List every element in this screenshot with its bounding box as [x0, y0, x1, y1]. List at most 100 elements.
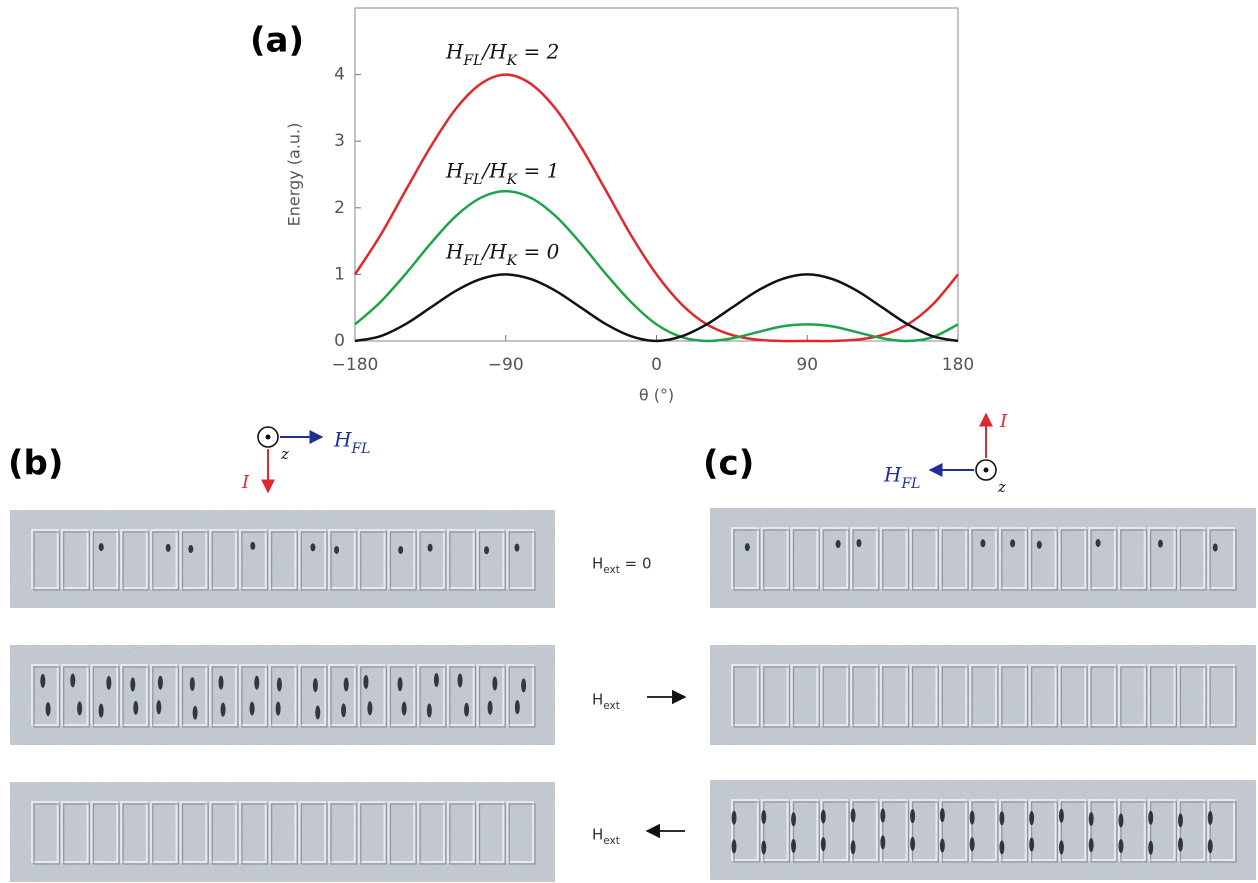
micro-element [1207, 664, 1236, 726]
micro-element-shadow [1031, 666, 1059, 728]
domain-spot [484, 546, 490, 555]
micro-element [731, 527, 759, 589]
micro-element [1147, 664, 1176, 726]
domain-spot [761, 840, 767, 855]
micro-element [760, 527, 789, 589]
micro-element-shadow [241, 803, 269, 865]
domain-spot [492, 676, 498, 691]
micro-element-shadow [152, 666, 180, 728]
micro-element-shadow [1090, 801, 1118, 863]
domain-spot [157, 675, 163, 690]
micro-element [476, 529, 505, 589]
micro-element-shadow [508, 531, 536, 591]
micro-element [90, 801, 119, 863]
domain-spot [1118, 813, 1124, 828]
micro-element [790, 664, 819, 726]
micro-element [476, 664, 505, 726]
y-tick-label: 4 [334, 65, 345, 85]
micro-element-shadow [122, 531, 150, 591]
micro-element [387, 529, 416, 589]
micro-element [1117, 799, 1146, 861]
domain-spot [188, 545, 194, 554]
micro-element-shadow [92, 666, 120, 728]
micro-element [179, 664, 208, 726]
micro-element-shadow [419, 531, 447, 591]
micro-element-shadow [792, 801, 820, 863]
micro-element [939, 799, 968, 861]
micro-element-shadow [1060, 529, 1088, 591]
micro-element [120, 529, 148, 589]
micro-element [209, 664, 237, 726]
domain-spot [1157, 539, 1163, 548]
micro-element-shadow [1179, 801, 1207, 863]
domain-spot [156, 700, 162, 715]
domain-spot [334, 545, 340, 554]
domain-spot [250, 541, 256, 550]
field-label: HFL [883, 463, 920, 493]
domain-spot [276, 677, 282, 692]
micro-element [1088, 664, 1116, 726]
y-tick-label: 1 [334, 264, 345, 284]
micro-element-shadow [763, 801, 791, 863]
micro-element-shadow [911, 529, 939, 591]
y-tick-label: 2 [334, 198, 345, 218]
x-tick-label: −180 [332, 355, 379, 375]
micro-element-shadow [822, 529, 850, 591]
domain-spot [1088, 837, 1094, 852]
micro-element [790, 799, 819, 861]
micro-element [820, 664, 849, 726]
micro-element-shadow [271, 666, 298, 728]
domain-spot [398, 546, 404, 555]
micro-element-shadow [360, 666, 388, 728]
micrograph-noise [710, 508, 1256, 608]
micro-element-shadow [63, 803, 91, 865]
domain-spot [999, 811, 1005, 826]
x-tick-label: 0 [651, 355, 662, 375]
out-of-plane-icon [257, 426, 279, 448]
domain-spot [999, 840, 1005, 855]
micrograph-noise [10, 510, 555, 608]
domain-spot [1207, 839, 1213, 854]
y-axis-label: Energy (a.u.) [285, 123, 304, 227]
domain-spot [820, 837, 826, 852]
micro-element-shadow [822, 666, 850, 728]
micrograph-noise [10, 782, 555, 882]
micro-element-shadow [733, 666, 761, 728]
micro-element [998, 664, 1027, 726]
micro-element-shadow [1150, 529, 1178, 591]
domain-spot [980, 539, 986, 548]
micro-element-shadow [1031, 529, 1059, 591]
micro-element-shadow [271, 803, 298, 865]
micro-element [60, 529, 89, 589]
micro-element [1177, 527, 1206, 589]
domain-spot [880, 835, 886, 850]
current-label: I [241, 472, 250, 493]
micro-element [268, 801, 297, 863]
micro-element [238, 801, 267, 863]
micro-element-shadow [300, 803, 328, 865]
micro-element-shadow [152, 531, 180, 591]
micro-element [120, 664, 148, 726]
micro-element [328, 801, 356, 863]
micro-element [939, 527, 968, 589]
micro-element [1088, 799, 1116, 861]
domain-spot [77, 701, 83, 716]
micro-element [820, 799, 849, 861]
micro-element [969, 527, 997, 589]
micro-element [850, 664, 878, 726]
micro-element-shadow [92, 803, 120, 865]
micro-element-shadow [300, 531, 328, 591]
micro-element [1207, 527, 1236, 589]
micro-element [1117, 527, 1146, 589]
condition-label: Hext [592, 691, 620, 713]
domain-spot [1207, 810, 1213, 825]
domain-spot [367, 701, 373, 716]
axis-label: z [997, 478, 1006, 496]
x-tick-label: −90 [488, 355, 524, 375]
x-tick-label: 180 [942, 355, 974, 375]
micro-element-shadow [882, 529, 910, 591]
micro-element [506, 801, 535, 863]
micro-element [31, 529, 59, 589]
micro-element-shadow [389, 666, 417, 728]
domain-spot [969, 810, 975, 825]
